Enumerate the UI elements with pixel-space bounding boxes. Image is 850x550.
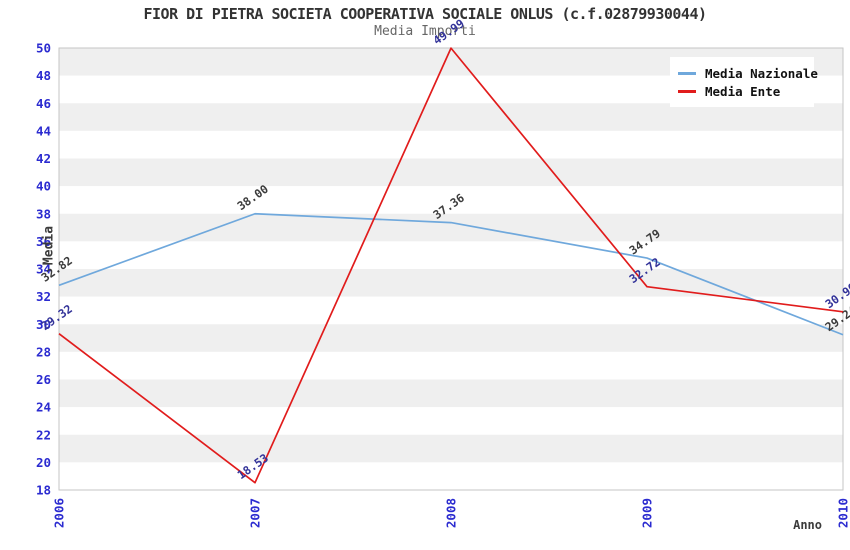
grid-band — [59, 407, 843, 435]
y-axis-title: Media — [41, 225, 57, 266]
grid-band — [59, 379, 843, 408]
grid-band — [59, 462, 843, 490]
y-tick-label: 18 — [36, 483, 51, 498]
grid-band — [59, 351, 843, 380]
legend-item-media-nazionale[interactable]: Media Nazionale — [678, 65, 818, 81]
grid-band — [59, 324, 843, 352]
legend: Media Nazionale Media Ente — [670, 57, 818, 107]
grid-band — [59, 186, 843, 214]
chart-title: FIOR DI PIETRA SOCIETA COOPERATIVA SOCIA… — [143, 5, 707, 23]
y-tick-label: 20 — [36, 455, 51, 470]
grid-band — [59, 269, 843, 297]
grid-band — [59, 296, 843, 325]
y-tick-label: 24 — [36, 400, 51, 415]
x-tick-label: 2009 — [640, 498, 655, 528]
y-tick-label: 34 — [36, 262, 51, 277]
legend-label: Media Ente — [705, 83, 781, 99]
y-tick-label: 46 — [36, 96, 51, 111]
chart-subtitle: Media Importi — [374, 24, 476, 39]
grid-band — [59, 130, 843, 159]
y-tick-label: 22 — [36, 427, 51, 442]
grid-band — [59, 213, 843, 242]
y-tick-label: 32 — [36, 289, 51, 304]
y-tick-label: 30 — [36, 317, 51, 332]
series-line-media-nazionale — [58, 212, 844, 336]
y-tick-label: 42 — [36, 151, 51, 166]
x-axis-title: Anno — [793, 518, 822, 532]
y-tick-label: 36 — [36, 234, 51, 249]
y-tick-label: 48 — [36, 68, 51, 83]
grid-band — [59, 103, 843, 131]
grid-band — [59, 434, 843, 463]
x-tick-label: 2010 — [836, 498, 850, 528]
y-tick-label: 40 — [36, 179, 51, 194]
media-nazionale-line-swatch — [678, 71, 696, 75]
x-tick-label: 2008 — [444, 498, 459, 528]
legend-label: Media Nazionale — [705, 65, 818, 81]
x-tick-label: 2006 — [52, 498, 67, 528]
media-ente-line-swatch — [678, 89, 696, 93]
y-tick-label: 38 — [36, 206, 51, 221]
grid-band — [59, 158, 843, 187]
y-tick-label: 44 — [36, 123, 51, 138]
legend-item-media-ente[interactable]: Media Ente — [678, 83, 814, 99]
y-tick-label: 26 — [36, 372, 51, 387]
grid-band — [59, 241, 843, 269]
point-label-media-ente: 49.99 — [431, 16, 467, 47]
x-tick-label: 2007 — [248, 498, 263, 528]
y-tick-label: 50 — [36, 41, 51, 56]
series-line-media-ente — [58, 47, 844, 484]
y-tick-label: 28 — [36, 344, 51, 359]
